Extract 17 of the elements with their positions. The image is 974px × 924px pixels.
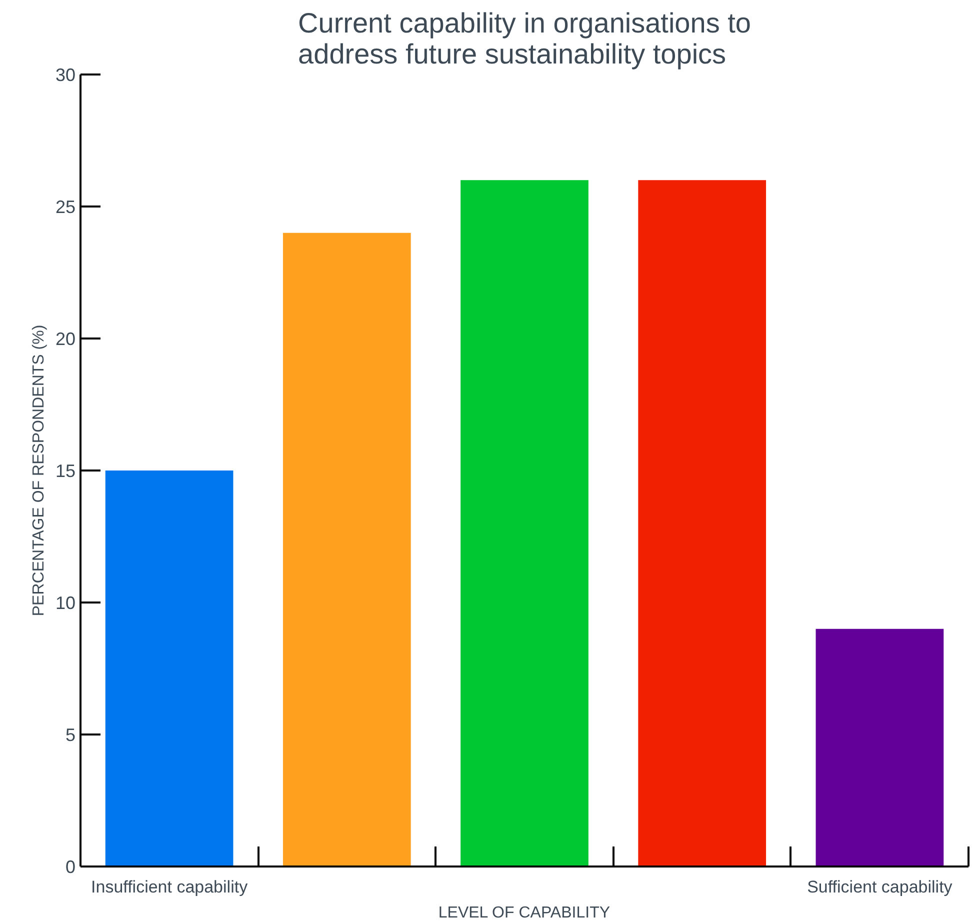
x-axis-title: LEVEL OF CAPABILITY <box>438 904 610 922</box>
y-tick-label: 15 <box>55 461 76 481</box>
y-axis-title: PERCENTAGE OF RESPONDENTS (%) <box>30 324 48 616</box>
bar <box>105 470 234 866</box>
bar <box>460 180 588 866</box>
y-tick-label: 5 <box>65 725 76 745</box>
bar <box>282 232 411 866</box>
y-tick-label: 30 <box>55 65 76 85</box>
y-tick-label: 0 <box>65 857 76 877</box>
x-tick-label: Sufficient capability <box>807 878 953 896</box>
y-tick-label: 25 <box>55 197 76 217</box>
y-tick-label: 10 <box>55 593 76 613</box>
y-tick-label: 20 <box>55 329 76 349</box>
bar <box>638 180 766 866</box>
chart-title: Current capability in organisations to address future sustainability topics <box>298 8 751 70</box>
x-tick-label: Insufficient capability <box>91 878 248 896</box>
bar <box>816 628 944 866</box>
